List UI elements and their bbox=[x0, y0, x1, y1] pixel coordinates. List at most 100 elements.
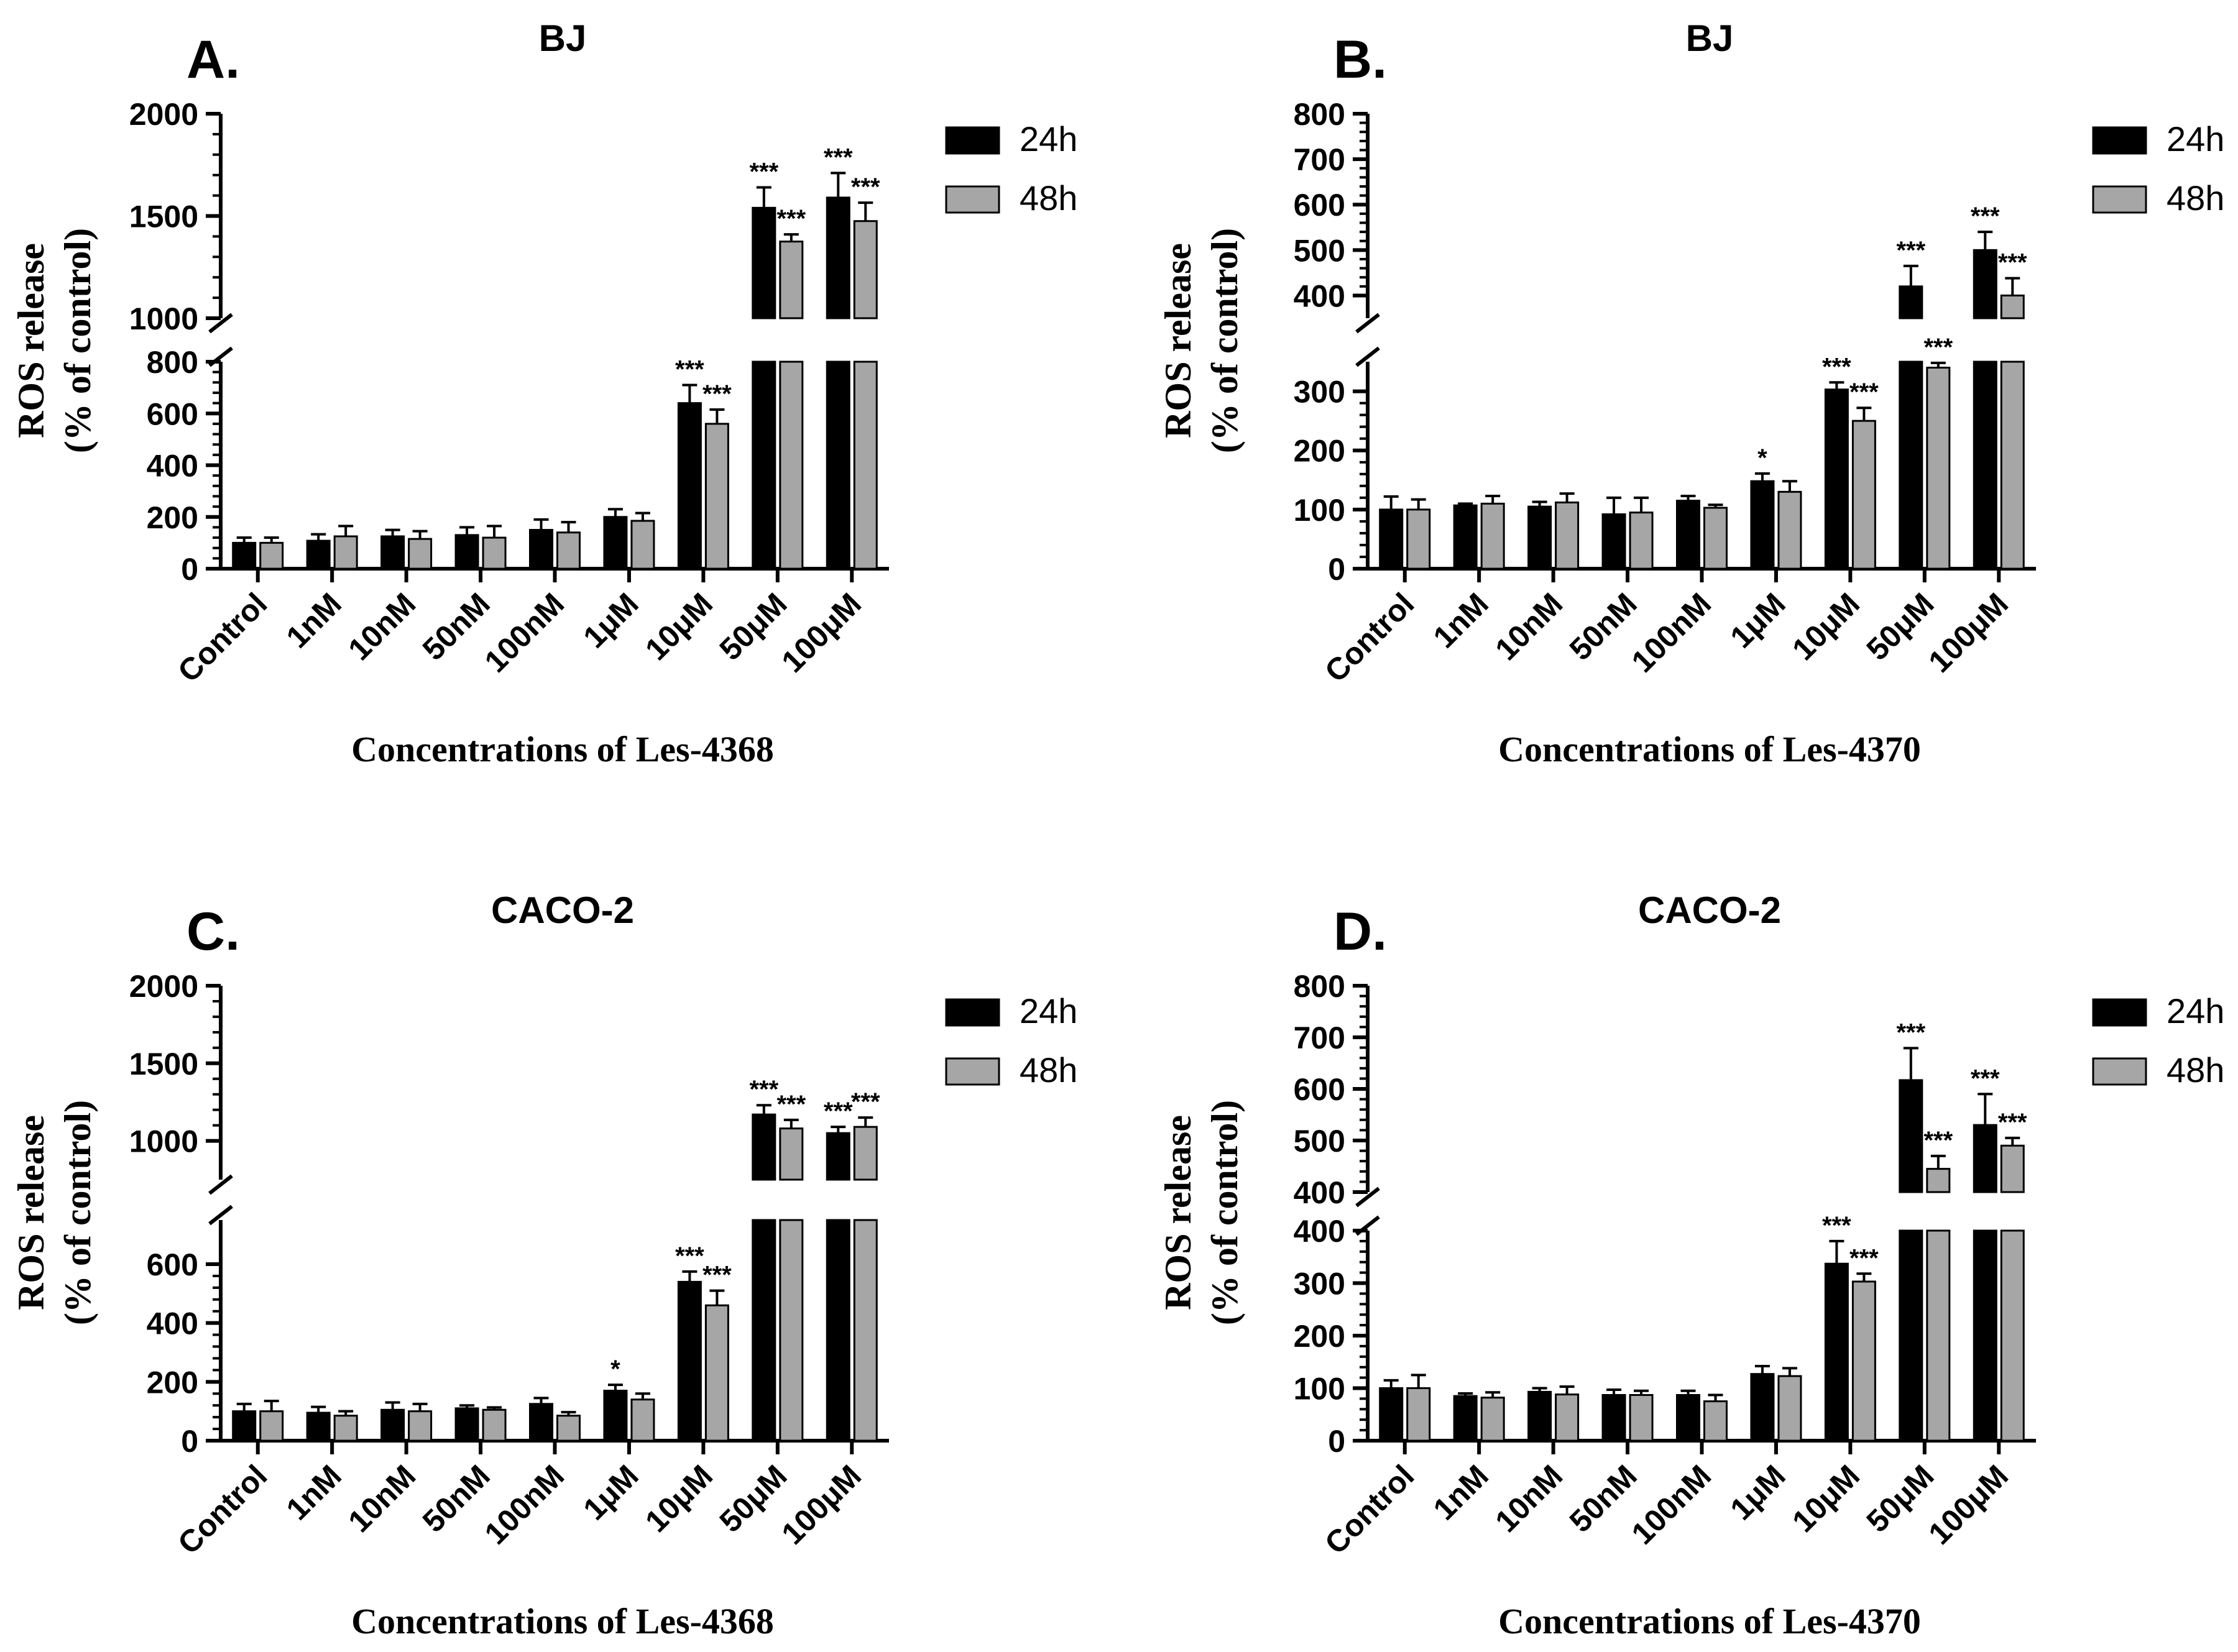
bar-48h bbox=[630, 520, 655, 570]
y-axis-label-line1: ROS release bbox=[1158, 1115, 1199, 1310]
y-axis-label: ROS release (% of control) bbox=[1158, 228, 1245, 453]
bar-48h bbox=[704, 1304, 729, 1442]
significance-label: *** bbox=[702, 380, 732, 408]
bar-24h-upper bbox=[1899, 1079, 1923, 1193]
upper-tick-label: 1500 bbox=[129, 1047, 198, 1081]
axis-break-lower bbox=[1355, 346, 1380, 367]
x-tick-label: 100nM bbox=[1625, 586, 1718, 679]
x-tick-label: 10nM bbox=[341, 1458, 422, 1539]
significance-label: * bbox=[1757, 444, 1767, 472]
axis-break-upper bbox=[1355, 313, 1380, 334]
lower-tick-label: 0 bbox=[1328, 552, 1345, 587]
upper-tick-label: 700 bbox=[1294, 1021, 1345, 1055]
bar-24h bbox=[1379, 508, 1404, 570]
lower-tick-label: 0 bbox=[1328, 1424, 1345, 1459]
legend-label-24h: 24h bbox=[1020, 991, 1077, 1030]
bar-24h-upper bbox=[1899, 285, 1923, 319]
lower-tick-label: 0 bbox=[181, 552, 198, 587]
bar-48h-lower bbox=[853, 360, 878, 570]
bar-48h-upper bbox=[2000, 1144, 2025, 1193]
upper-tick-label: 400 bbox=[1294, 1175, 1345, 1210]
significance-label: *** bbox=[1998, 249, 2027, 277]
legend-label-24h: 24h bbox=[2167, 119, 2224, 158]
x-tick-label: 1μM bbox=[1723, 586, 1792, 654]
bar-48h bbox=[1555, 1393, 1580, 1442]
upper-tick-label: 600 bbox=[1294, 188, 1345, 223]
significance-label: *** bbox=[1971, 1065, 2000, 1092]
legend-swatch-48h bbox=[945, 185, 1000, 214]
significance-label: *** bbox=[1923, 1127, 1953, 1154]
bar-24h-lower bbox=[1973, 1229, 1997, 1442]
bar-24h bbox=[1676, 1393, 1700, 1442]
upper-tick-label: 500 bbox=[1294, 1124, 1345, 1159]
upper-tick-label: 800 bbox=[1294, 97, 1345, 132]
bar-48h-lower bbox=[1926, 1229, 1951, 1442]
bar-24h-upper bbox=[826, 1132, 850, 1181]
bar-48h bbox=[1480, 1397, 1505, 1442]
bar-48h bbox=[1851, 1280, 1876, 1442]
bar-24h bbox=[454, 1407, 479, 1442]
bar-24h bbox=[1453, 504, 1478, 570]
x-tick-label: 1μM bbox=[1723, 1458, 1792, 1526]
bar-48h-upper bbox=[779, 1127, 804, 1181]
bar-24h bbox=[1824, 1262, 1849, 1442]
bar-24h bbox=[1824, 388, 1849, 570]
x-tick-label: Control bbox=[171, 586, 274, 689]
significance-label: *** bbox=[749, 158, 778, 185]
x-tick-label: 100μM bbox=[1922, 1458, 2015, 1551]
bar-48h bbox=[1406, 508, 1431, 570]
x-tick-label: 100μM bbox=[1922, 586, 2015, 679]
axis-break-upper bbox=[208, 1174, 233, 1195]
x-tick-label: 1nM bbox=[1427, 1458, 1495, 1526]
significance-label: *** bbox=[675, 1242, 704, 1270]
chart-title: BJ bbox=[539, 17, 587, 59]
bar-24h-lower bbox=[752, 360, 776, 570]
panel-label: B. bbox=[1333, 30, 1387, 89]
significance-label: *** bbox=[702, 1262, 732, 1289]
bar-48h-upper bbox=[1926, 1168, 1951, 1193]
bar-48h bbox=[1926, 367, 1951, 570]
significance-label: *** bbox=[824, 144, 853, 171]
bar-48h bbox=[333, 535, 358, 570]
bar-48h-lower bbox=[779, 1219, 804, 1442]
bar-48h-upper bbox=[853, 1126, 878, 1181]
significance-label: *** bbox=[1822, 1212, 1851, 1239]
upper-tick-label: 700 bbox=[1294, 142, 1345, 177]
bar-48h bbox=[1703, 507, 1728, 570]
significance-label: *** bbox=[851, 173, 880, 201]
significance-label: *** bbox=[824, 1098, 853, 1125]
lower-tick-label: 0 bbox=[181, 1424, 198, 1459]
y-axis-label: ROS release (% of control) bbox=[11, 1100, 98, 1325]
bar-24h bbox=[603, 516, 628, 570]
lower-tick-label: 400 bbox=[1294, 1214, 1345, 1249]
y-axis-label-line2: (% of control) bbox=[57, 1100, 98, 1325]
bar-24h-lower bbox=[752, 1219, 776, 1442]
legend-label-24h: 24h bbox=[2167, 991, 2224, 1030]
x-tick-label: 10nM bbox=[1488, 1458, 1569, 1539]
upper-tick-label: 2000 bbox=[129, 97, 198, 132]
bar-24h bbox=[529, 529, 553, 570]
legend-swatch-24h bbox=[2092, 126, 2147, 155]
upper-tick-label: 500 bbox=[1294, 233, 1345, 268]
legend-swatch-48h bbox=[945, 1057, 1000, 1086]
bar-48h bbox=[556, 1415, 581, 1442]
significance-label: *** bbox=[1849, 379, 1879, 406]
y-axis-label-line1: ROS release bbox=[1158, 243, 1199, 438]
y-axis-label-line1: ROS release bbox=[11, 243, 52, 438]
legend-swatch-24h bbox=[945, 998, 1000, 1027]
legend-swatch-24h bbox=[945, 126, 1000, 155]
x-tick-label: 100μM bbox=[775, 1458, 868, 1551]
significance-label: *** bbox=[776, 1091, 806, 1118]
x-tick-label: 100nM bbox=[1625, 1458, 1718, 1551]
x-axis-label: Concentrations of Les-4370 bbox=[1498, 729, 1921, 769]
bar-48h bbox=[482, 536, 507, 570]
significance-label: *** bbox=[851, 1088, 880, 1116]
axis-break-upper bbox=[208, 313, 233, 334]
bar-24h bbox=[1750, 480, 1775, 570]
legend-label-48h: 48h bbox=[1020, 1050, 1077, 1090]
bar-48h bbox=[1629, 1393, 1654, 1442]
bar-24h bbox=[529, 1403, 553, 1442]
bar-24h bbox=[306, 1411, 331, 1442]
bar-24h-upper bbox=[826, 196, 850, 319]
legend-swatch-48h bbox=[2092, 185, 2147, 214]
